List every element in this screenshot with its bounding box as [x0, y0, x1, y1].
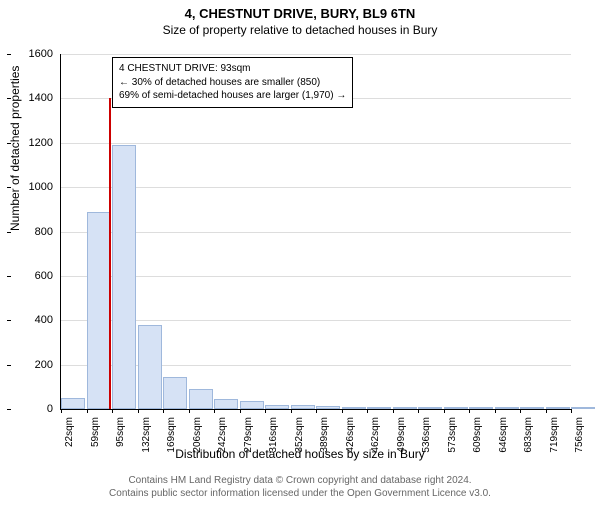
y-tick-label: 1200 [13, 137, 53, 149]
histogram-bar [265, 405, 289, 409]
histogram-bar [240, 401, 264, 409]
chart-title-sub: Size of property relative to detached ho… [0, 23, 600, 37]
gridline [61, 232, 571, 233]
y-tick-label: 200 [13, 359, 53, 371]
histogram-bar [342, 407, 366, 409]
histogram-bar [87, 212, 111, 409]
histogram-bar [571, 407, 595, 409]
histogram-bar [546, 407, 570, 409]
y-tick-label: 1000 [13, 181, 53, 193]
annotation-line1: 4 CHESTNUT DRIVE: 93sqm [119, 62, 346, 76]
histogram-bar [138, 325, 162, 409]
histogram-bar [163, 377, 187, 409]
x-tick-label: 59sqm [90, 417, 101, 447]
chart-title-main: 4, CHESTNUT DRIVE, BURY, BL9 6TN [0, 6, 600, 21]
histogram-bar [189, 389, 213, 409]
annotation-box: 4 CHESTNUT DRIVE: 93sqm ← 30% of detache… [112, 57, 353, 108]
y-tick-label: 600 [13, 270, 53, 282]
histogram-bar [112, 145, 136, 409]
histogram-bar [393, 407, 417, 409]
gridline [61, 143, 571, 144]
y-tick-label: 0 [13, 403, 53, 415]
chart-area: 0200400600800100012001400160022sqm59sqm9… [60, 54, 570, 409]
y-tick-label: 400 [13, 314, 53, 326]
footer-attribution: Contains HM Land Registry data © Crown c… [0, 474, 600, 500]
gridline [61, 187, 571, 188]
histogram-bar [495, 407, 519, 409]
x-tick-label: 95sqm [115, 417, 126, 447]
y-tick-label: 1600 [13, 48, 53, 60]
property-marker-line [109, 98, 111, 409]
annotation-line3: 69% of semi-detached houses are larger (… [119, 89, 346, 103]
y-tick-label: 800 [13, 226, 53, 238]
histogram-bar [367, 407, 391, 409]
histogram-bar [418, 407, 442, 409]
histogram-bar [214, 399, 238, 409]
x-axis-label: Distribution of detached houses by size … [0, 447, 600, 461]
histogram-bar [444, 407, 468, 409]
y-tick-label: 1400 [13, 92, 53, 104]
x-tick-label: 22sqm [64, 417, 75, 447]
gridline [61, 54, 571, 55]
histogram-bar [316, 406, 340, 409]
annotation-line2: ← 30% of detached houses are smaller (85… [119, 76, 346, 90]
gridline [61, 276, 571, 277]
footer-line2: Contains public sector information licen… [0, 487, 600, 500]
histogram-bar [61, 398, 85, 409]
histogram-bar [469, 407, 493, 409]
gridline [61, 320, 571, 321]
histogram-bar [291, 405, 315, 409]
histogram-bar [520, 407, 544, 409]
footer-line1: Contains HM Land Registry data © Crown c… [0, 474, 600, 487]
